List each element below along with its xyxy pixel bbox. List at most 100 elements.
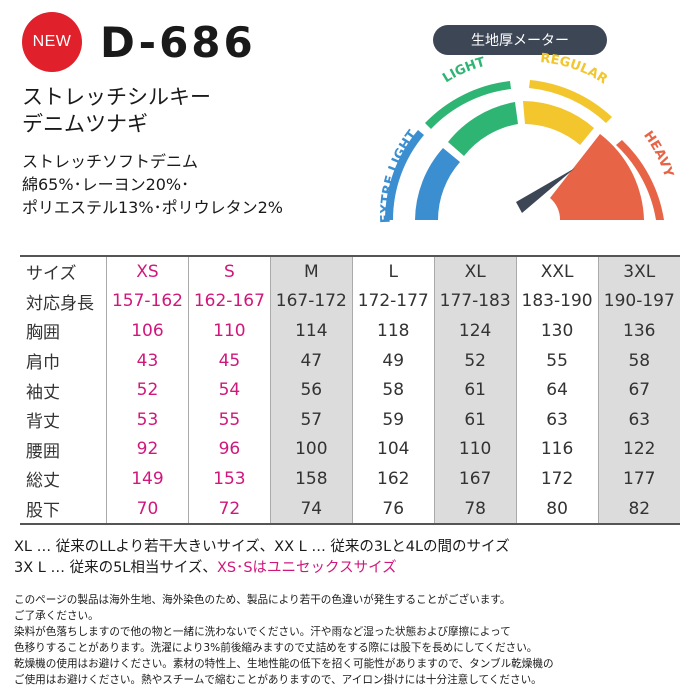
table-cell: 157-162	[106, 286, 189, 317]
table-cell: 76	[351, 493, 435, 526]
row-label: 袖丈	[26, 382, 60, 403]
table-cell: 100	[269, 434, 353, 465]
table-cell: 57	[269, 404, 353, 435]
table-cell: 177	[597, 464, 680, 494]
table-cell: 70	[106, 493, 189, 526]
table-cell: 64	[515, 375, 599, 405]
size-table: サイズ XS S M L XL XXL 3XL 対応身長 157-162 162…	[20, 255, 680, 526]
size-xl: XL	[433, 255, 517, 287]
table-cell: 67	[597, 375, 680, 405]
gauge-label-regular: REGULAR	[540, 51, 610, 87]
table-row: 胸囲 106 110 114 118 124 130 136	[20, 316, 680, 346]
care-note-line: 色移りすることがあります。洗濯により3%前後縮みますので丈詰めをする際には股下を…	[14, 642, 538, 654]
table-cell: 92	[106, 434, 189, 465]
table-cell: 130	[515, 316, 599, 346]
table-cell: 63	[597, 404, 680, 435]
gauge-segment-extra-light	[415, 148, 460, 220]
table-cell: 124	[433, 316, 517, 346]
table-cell: 52	[433, 345, 517, 376]
table-cell: 53	[106, 404, 189, 435]
product-name-line: デニムツナギ	[22, 112, 148, 136]
table-cell: 72	[187, 493, 271, 526]
gauge-segment-light	[448, 102, 518, 156]
table-row: 総丈 149 153 158 162 167 172 177	[20, 464, 680, 494]
table-cell: 55	[515, 345, 599, 376]
fabric-line: ストレッチソフトデニム	[22, 152, 199, 171]
row-label: サイズ	[20, 255, 107, 287]
table-row: 対応身長 157-162 162-167 167-172 172-177 177…	[20, 286, 680, 317]
size-note-line: XL … 従来のLLより若干大きいサイズ、XX L … 従来の3Lと4Lの間のサ…	[14, 539, 510, 555]
table-cell: 114	[269, 316, 353, 346]
table-cell: 52	[106, 375, 189, 405]
table-cell: 80	[515, 493, 599, 526]
table-cell: 63	[515, 404, 599, 435]
table-cell: 47	[269, 345, 353, 376]
row-label: 腰囲	[26, 441, 60, 462]
table-cell: 172-177	[351, 286, 435, 317]
care-note-line: このページの製品は海外生地、海外染色のため、製品により若干の色違いが発生すること…	[14, 594, 511, 606]
table-row: 股下 70 72 74 76 78 80 82	[20, 493, 680, 526]
row-label: 対応身長	[26, 293, 94, 314]
size-m: M	[269, 255, 353, 287]
gauge-needle	[516, 168, 575, 213]
row-label: 肩巾	[26, 353, 60, 374]
table-cell: 78	[433, 493, 517, 526]
table-row: 肩巾 43 45 47 49 52 55 58	[20, 345, 680, 376]
gauge-segment-heavy-outer	[616, 140, 664, 220]
table-row: 袖丈 52 54 56 58 61 64 67	[20, 375, 680, 405]
table-cell: 136	[597, 316, 680, 346]
size-s: S	[187, 255, 271, 287]
table-cell: 56	[269, 375, 353, 405]
row-label: 背丈	[26, 412, 60, 433]
size-l: L	[351, 255, 435, 287]
table-cell: 106	[106, 316, 189, 346]
table-cell: 55	[187, 404, 271, 435]
gauge-arc-extra-light	[385, 130, 424, 220]
unisex-note: XS･Sはユニセックスサイズ	[216, 560, 397, 576]
table-cell: 158	[269, 464, 353, 494]
table-cell: 54	[187, 375, 271, 405]
gauge-segment-heavy	[550, 134, 644, 220]
table-cell: 74	[269, 493, 353, 526]
care-note-line: ご使用はお避けください。熱やスチームで縮むことがありますので、アイロン掛けには十…	[14, 674, 542, 686]
table-cell: 49	[351, 345, 435, 376]
table-cell: 104	[351, 434, 435, 465]
product-name: ストレッチシルキー デニムツナギ	[22, 84, 211, 138]
table-cell: 59	[351, 404, 435, 435]
table-cell: 172	[515, 464, 599, 494]
table-cell: 110	[433, 434, 517, 465]
size-xs: XS	[106, 255, 189, 287]
size-note-text: 3X L … 従来の5L相当サイズ、	[14, 560, 217, 576]
table-cell: 96	[187, 434, 271, 465]
gauge-arc-light	[425, 81, 511, 129]
table-cell: 122	[597, 434, 680, 465]
size-note-line: 3X L … 従来の5L相当サイズ、XS･Sはユニセックスサイズ	[14, 558, 510, 579]
gauge-label-extra-light: EXTRE LIGHT	[378, 128, 420, 224]
table-cell: 153	[187, 464, 271, 494]
table-cell: 118	[351, 316, 435, 346]
table-cell: 58	[597, 345, 680, 376]
table-cell: 162	[351, 464, 435, 494]
fabric-line: 綿65%･レーヨン20%･	[22, 175, 190, 194]
table-cell: 45	[187, 345, 271, 376]
table-cell: 177-183	[433, 286, 517, 317]
thickness-gauge: EXTRE LIGHT LIGHT REGULAR HEAVY	[378, 51, 675, 224]
table-cell: 116	[515, 434, 599, 465]
care-notes: このページの製品は海外生地、海外染色のため、製品により若干の色違いが発生すること…	[14, 592, 694, 688]
row-label: 胸囲	[26, 323, 60, 344]
care-note-line: 染料が色落ちしますので他の物と一緒に洗わないでください。汗や雨など湿った状態およ…	[14, 626, 511, 638]
table-cell: 190-197	[597, 286, 680, 317]
new-badge: NEW	[22, 12, 82, 72]
table-cell: 167-172	[269, 286, 353, 317]
table-cell: 61	[433, 375, 517, 405]
product-name-line: ストレッチシルキー	[22, 85, 211, 109]
table-cell: 162-167	[187, 286, 271, 317]
size-notes: XL … 従来のLLより若干大きいサイズ、XX L … 従来の3Lと4Lの間のサ…	[14, 537, 510, 579]
table-cell: 110	[187, 316, 271, 346]
fabric-line: ポリエステル13%･ポリウレタン2%	[22, 198, 283, 217]
size-3xl: 3XL	[597, 255, 680, 287]
table-cell: 183-190	[515, 286, 599, 317]
row-label: 総丈	[26, 471, 60, 492]
care-note-line: ご了承ください。	[14, 610, 99, 622]
gauge-arc-regular	[529, 80, 612, 123]
